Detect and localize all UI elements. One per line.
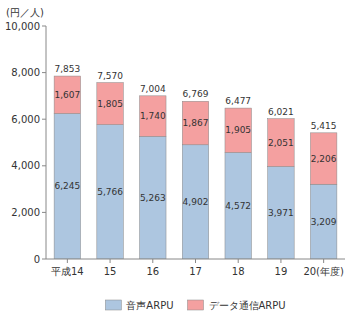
y-tick: [42, 165, 46, 166]
x-tick-label: 17: [189, 266, 202, 277]
y-tick-label: 6,000: [11, 114, 40, 125]
legend-label: 音声ARPU: [126, 300, 173, 311]
bar-segment: [310, 133, 336, 184]
x-tick-label: 18: [232, 266, 245, 277]
bar-segment: [182, 101, 208, 145]
legend: 音声ARPU データ通信ARPU: [105, 300, 285, 311]
y-tick: [42, 119, 46, 120]
bar-segment: [140, 136, 166, 259]
y-tick: [42, 72, 46, 73]
bar-segment: [97, 83, 123, 125]
bars: [54, 76, 337, 259]
y-tick-label: 8,000: [11, 67, 40, 78]
bar-segment: [54, 113, 80, 259]
total-label: 7,004: [140, 84, 166, 94]
bar-segment: [225, 152, 251, 259]
x-tick: [280, 259, 281, 263]
data-label: 1,740: [140, 111, 166, 121]
data-label: 1,805: [97, 99, 123, 109]
total-label: 6,021: [268, 107, 294, 117]
y-tick: [42, 259, 46, 260]
data-label: 5,766: [97, 187, 123, 197]
total-label: 7,853: [54, 64, 80, 74]
bar-segment: [310, 184, 336, 259]
data-label: 1,607: [54, 90, 80, 100]
bar-segment: [97, 125, 123, 259]
axes: 0 2,000 4,000 6,000 8,000 10,000 平成14 15 16 17 18 1…: [5, 21, 345, 278]
x-tick-label: 19: [275, 266, 288, 277]
x-tick-label: 平成14: [51, 266, 84, 277]
x-tick: [152, 259, 153, 263]
data-labels: 6,245 5,766 5,263 4,902 4,572 3,971 3,209 1,607…: [54, 64, 336, 227]
total-label: 6,477: [225, 96, 251, 106]
bar-segment: [54, 76, 80, 113]
total-label: 7,570: [97, 71, 123, 81]
y-tick: [42, 26, 46, 27]
x-tick: [110, 259, 111, 263]
y-tick-label: 4,000: [11, 160, 40, 171]
x-tick: [67, 259, 68, 263]
data-label: 4,902: [183, 197, 209, 207]
data-label: 4,572: [225, 201, 251, 211]
data-label: 1,867: [183, 118, 209, 128]
x-tick: [238, 259, 239, 263]
bar-segment: [268, 119, 294, 167]
legend-swatch: [105, 300, 121, 310]
x-tick-label: 15: [104, 266, 117, 277]
data-label: 5,263: [140, 193, 166, 203]
total-label: 5,415: [311, 121, 337, 131]
y-axis-label: (円／人): [6, 7, 44, 18]
y-axis-line: [46, 26, 47, 259]
data-label: 2,051: [268, 138, 294, 148]
y-tick-label: 10,000: [5, 21, 40, 32]
data-label: 1,905: [225, 125, 251, 135]
data-label: 6,245: [54, 181, 80, 191]
bar-segment: [182, 145, 208, 259]
y-tick: [42, 212, 46, 213]
data-label: 3,209: [311, 217, 337, 227]
y-tick-label: 0: [34, 254, 40, 265]
data-label: 3,971: [268, 208, 294, 218]
x-tick: [323, 259, 324, 263]
bar-segment: [268, 166, 294, 259]
bar-segment: [140, 96, 166, 137]
legend-swatch: [188, 300, 204, 310]
total-label: 6,769: [183, 89, 209, 99]
x-tick-label: 20(年度): [303, 266, 344, 277]
chart: 6,245 5,766 5,263 4,902 4,572 3,971 3,209 1,607…: [0, 0, 355, 321]
x-tick: [195, 259, 196, 263]
data-label: 2,206: [311, 154, 337, 164]
bar-segment: [225, 108, 251, 152]
legend-label: データ通信ARPU: [209, 300, 286, 311]
x-tick-label: 16: [146, 266, 159, 277]
y-tick-label: 2,000: [11, 207, 40, 218]
